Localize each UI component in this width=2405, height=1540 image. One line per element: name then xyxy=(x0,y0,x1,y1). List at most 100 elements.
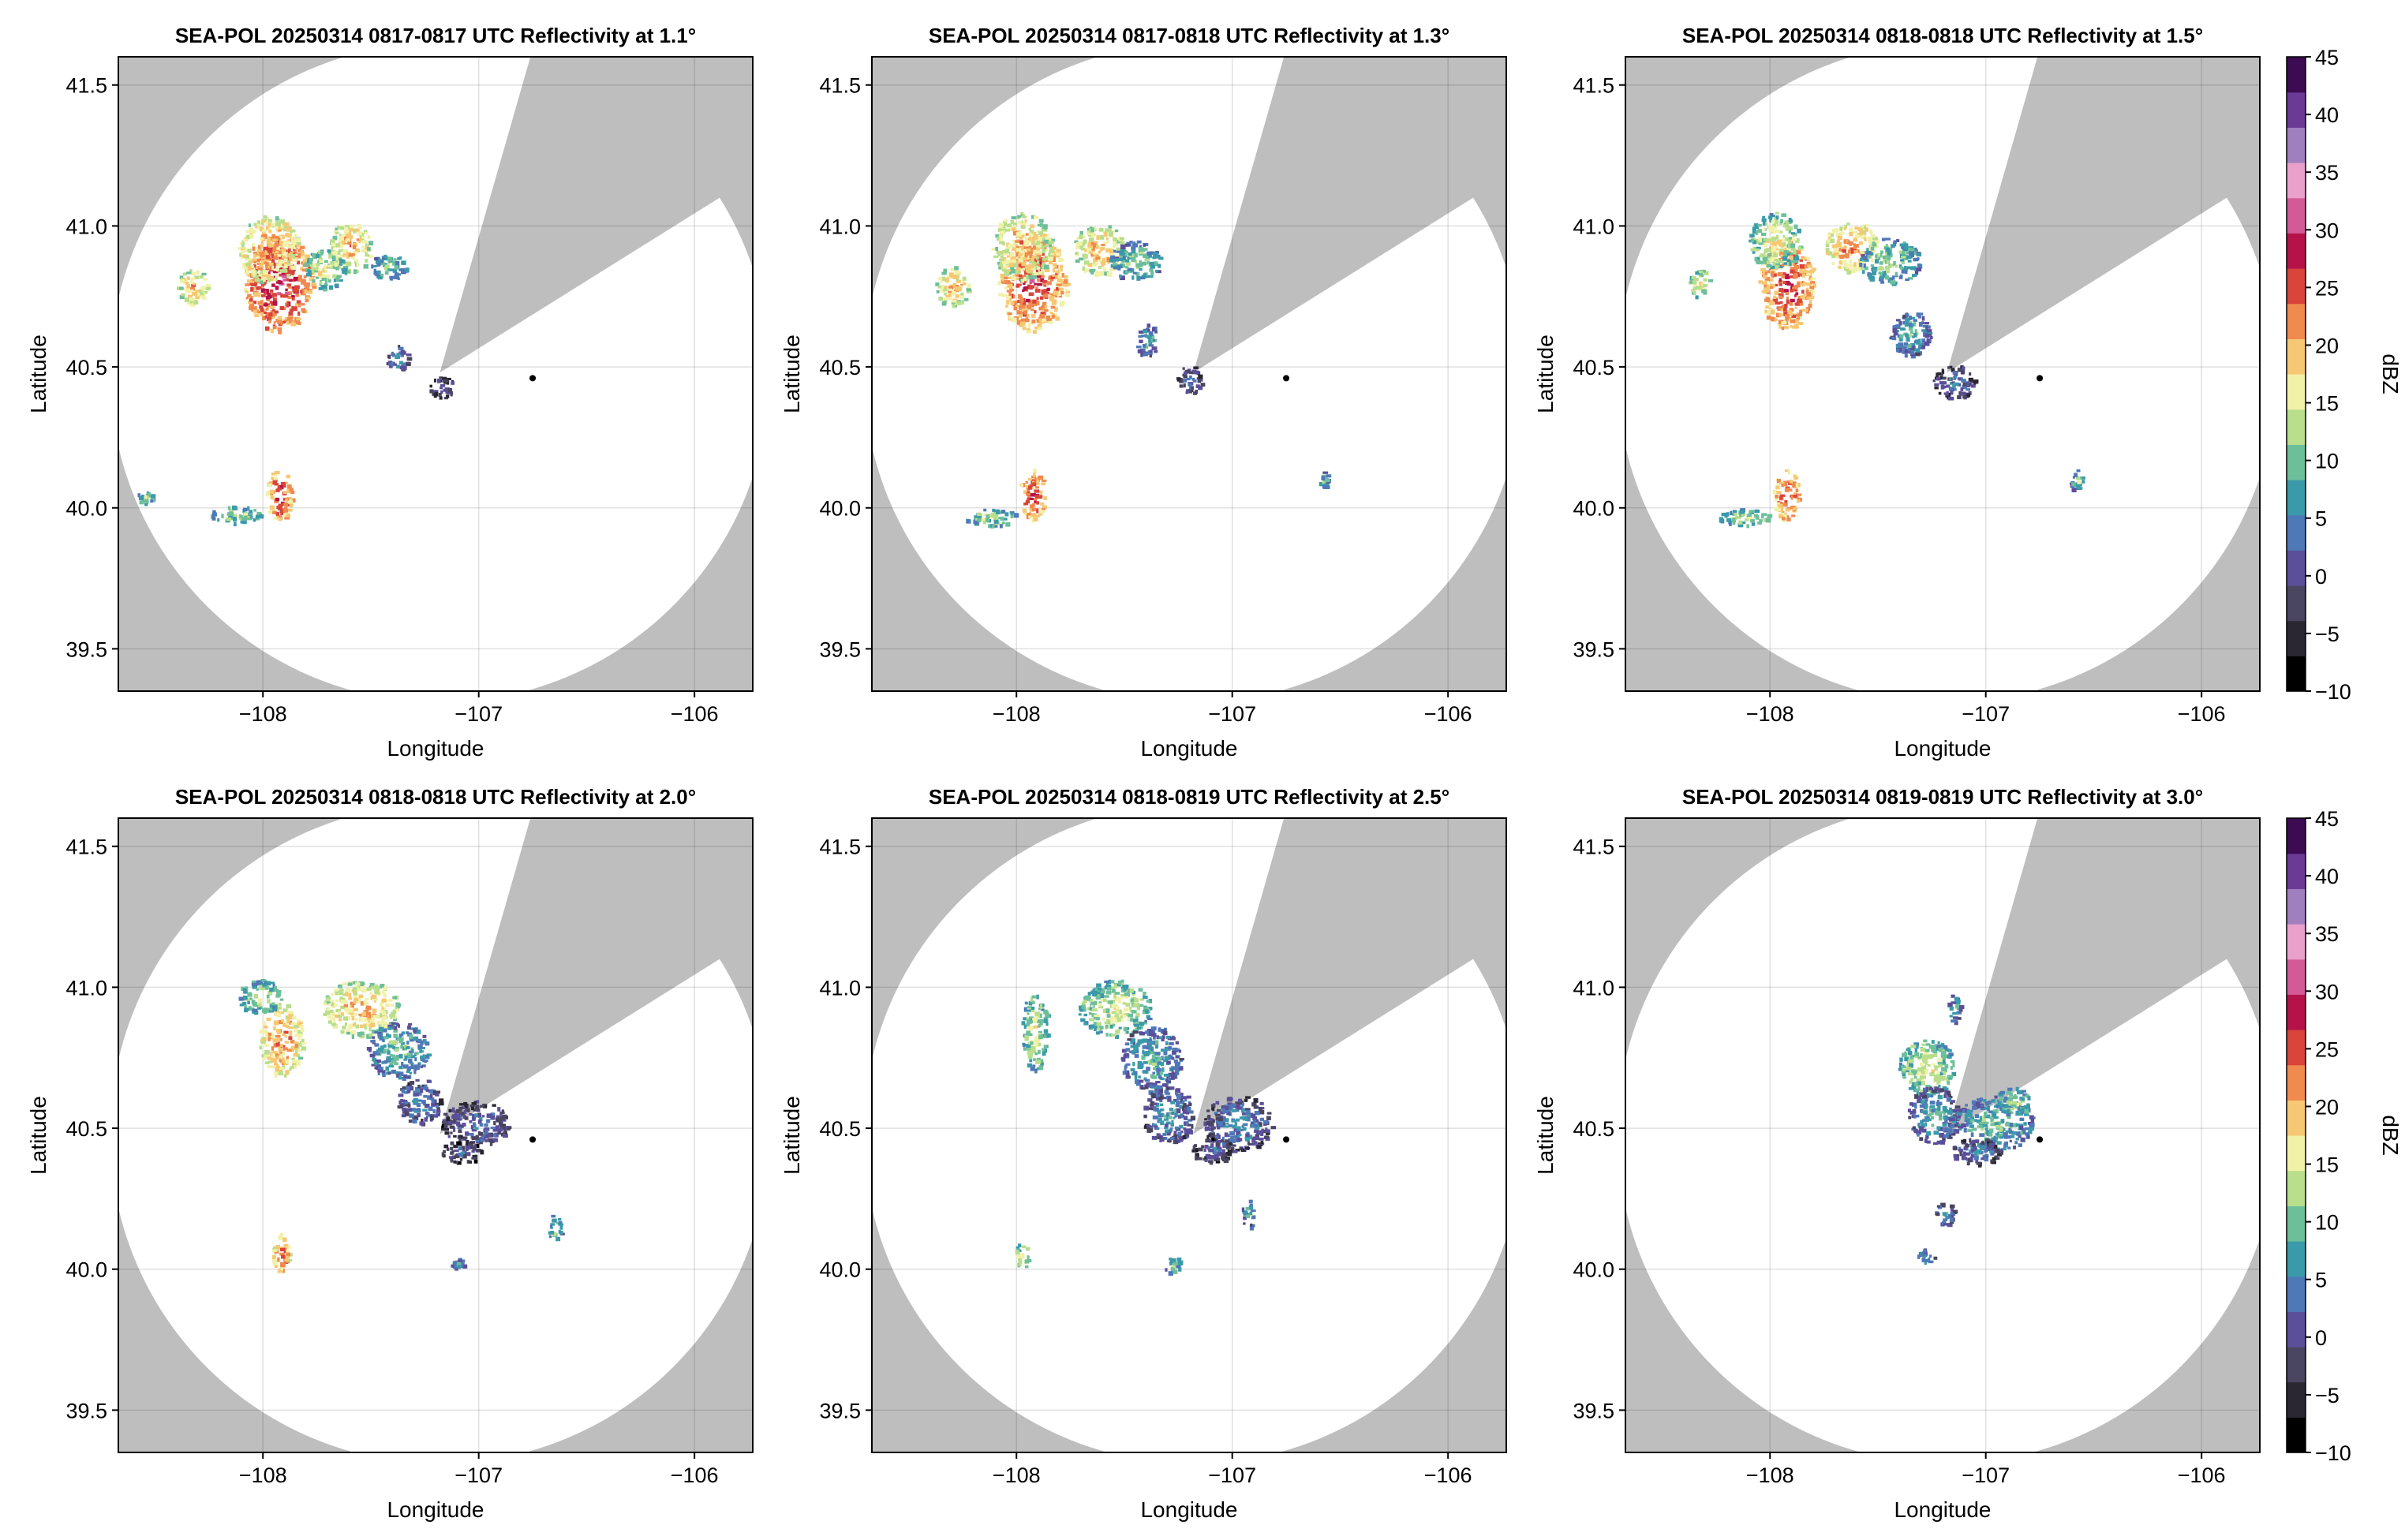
echo-pixel xyxy=(1015,274,1020,277)
echo-pixel xyxy=(1775,264,1779,270)
echo-pixel xyxy=(1143,1006,1149,1011)
echo-pixel xyxy=(1782,250,1788,254)
echo-pixel xyxy=(402,1086,407,1090)
echo-pixel xyxy=(286,283,292,287)
echo-pixel xyxy=(1783,481,1788,487)
echo-pixel xyxy=(1889,337,1894,340)
echo-pixel xyxy=(264,1007,268,1011)
echo-pixel xyxy=(1786,517,1791,522)
echo-pixel xyxy=(296,300,301,305)
echo-pixel xyxy=(1917,257,1920,261)
echo-pixel xyxy=(1125,1003,1131,1007)
echo-pixel xyxy=(996,511,1001,514)
echo-pixel xyxy=(1036,230,1041,234)
echo-pixel xyxy=(211,512,217,517)
echo-pixel xyxy=(1914,329,1917,334)
echo-pixel xyxy=(1906,266,1913,270)
echo-pixel xyxy=(1095,990,1101,994)
echo-pixel xyxy=(1139,260,1142,265)
echo-pixel xyxy=(1902,251,1906,255)
echo-pixel xyxy=(1122,264,1126,268)
echo-pixel xyxy=(1779,301,1783,305)
echo-pixel xyxy=(297,1030,301,1034)
echo-pixel xyxy=(300,1026,304,1031)
echo-pixel xyxy=(1755,515,1760,519)
echo-pixel xyxy=(943,297,948,301)
echo-pixel xyxy=(1176,377,1181,380)
echo-pixel xyxy=(1782,238,1786,242)
echo-pixel xyxy=(398,361,404,364)
echo-pixel xyxy=(280,1232,284,1236)
echo-pixel xyxy=(267,237,271,242)
echo-pixel xyxy=(281,256,286,259)
echo-pixel xyxy=(1023,246,1030,249)
echo-pixel xyxy=(141,499,147,503)
echo-pixel xyxy=(294,1028,298,1033)
echo-pixel xyxy=(1033,517,1038,521)
echo-pixel xyxy=(952,275,959,279)
echo-pixel xyxy=(1018,274,1023,278)
echo-pixel xyxy=(1021,278,1025,283)
echo-pixel xyxy=(189,301,193,304)
echo-pixel xyxy=(271,1255,276,1260)
echo-pixel xyxy=(276,1029,282,1033)
echo-pixel xyxy=(1827,251,1833,256)
echo-pixel xyxy=(1000,230,1003,234)
echo-pixel xyxy=(419,1121,425,1126)
echo-pixel xyxy=(1779,324,1782,329)
echo-pixel xyxy=(1127,988,1131,993)
echo-pixel xyxy=(1027,323,1031,328)
echo-pixel xyxy=(948,272,954,277)
echo-pixel xyxy=(430,1116,434,1121)
echo-pixel xyxy=(454,1149,459,1153)
echo-pixel xyxy=(1859,257,1863,262)
echo-pixel xyxy=(469,1113,473,1116)
echo-pixel xyxy=(1022,304,1026,308)
echo-pixel xyxy=(1771,241,1777,245)
echo-pixel xyxy=(1039,510,1045,514)
echo-pixel xyxy=(413,1110,418,1113)
echo-pixel xyxy=(1692,286,1697,290)
echo-pixel xyxy=(413,1067,417,1071)
echo-pixel xyxy=(330,1017,336,1021)
x-tick-label: −108 xyxy=(239,702,287,726)
echo-pixel xyxy=(179,286,184,290)
echo-pixel xyxy=(436,1109,441,1113)
echo-pixel xyxy=(1028,236,1031,241)
echo-pixel xyxy=(376,1065,381,1070)
echo-pixel xyxy=(1012,259,1016,263)
echo-pixel xyxy=(1784,220,1790,223)
echo-pixel xyxy=(479,1123,484,1127)
echo-pixel xyxy=(1917,263,1921,268)
echo-pixel xyxy=(1115,1006,1120,1011)
echo-cluster-7 xyxy=(1932,365,1979,401)
echo-pixel xyxy=(1916,341,1921,345)
echo-pixel xyxy=(398,1037,404,1041)
echo-pixel xyxy=(1096,983,1102,988)
echo-pixel xyxy=(1125,261,1131,266)
echo-pixel xyxy=(1039,493,1042,497)
echo-pixel xyxy=(309,290,312,294)
echo-pixel xyxy=(391,1054,395,1059)
echo-pixel xyxy=(337,1015,342,1018)
echo-pixel xyxy=(1790,275,1794,278)
echo-pixel xyxy=(1800,295,1805,300)
echo-pixel xyxy=(1768,225,1774,229)
echo-pixel xyxy=(1026,274,1029,278)
echo-pixel xyxy=(343,230,349,234)
echo-pixel xyxy=(1135,346,1142,349)
echo-pixel xyxy=(1058,290,1061,293)
echo-pixel xyxy=(180,279,185,284)
echo-pixel xyxy=(386,362,390,365)
echo-pixel xyxy=(279,998,284,1001)
echo-pixel xyxy=(270,1033,275,1038)
echo-pixel xyxy=(442,1119,447,1123)
echo-pixel xyxy=(1761,513,1767,516)
echo-pixel xyxy=(1704,271,1709,275)
echo-pixel xyxy=(1135,1016,1139,1021)
echo-pixel xyxy=(994,509,1001,513)
echo-pixel xyxy=(993,519,999,524)
echo-pixel xyxy=(1802,308,1808,312)
echo-pixel xyxy=(267,999,271,1004)
echo-pixel xyxy=(1838,265,1842,269)
